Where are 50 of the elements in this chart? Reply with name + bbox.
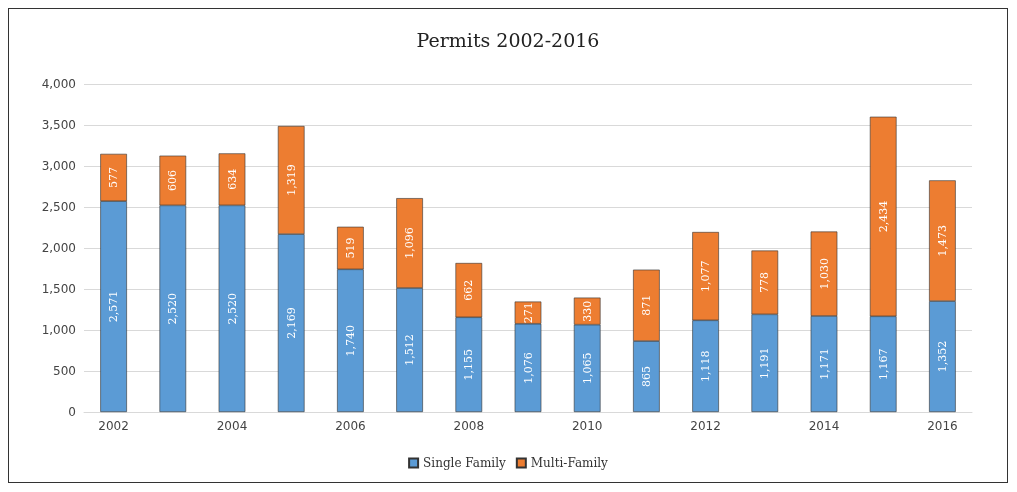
data-label: 1,030	[817, 258, 831, 290]
data-label: 1,740	[343, 324, 357, 357]
y-tick-label: 1,500	[41, 282, 76, 296]
y-tick-label: 3,500	[41, 118, 76, 132]
data-label: 1,171	[817, 348, 831, 380]
y-tick-label: 500	[53, 364, 76, 378]
y-tick-label: 1,000	[41, 323, 76, 337]
data-label: 634	[225, 168, 239, 190]
x-tick-label: 2004	[216, 419, 248, 433]
data-label: 519	[343, 237, 357, 259]
x-tick-label: 2016	[927, 419, 958, 433]
data-label: 2,571	[107, 290, 121, 323]
x-tick-label: 2002	[98, 419, 129, 433]
x-tick-label: 2006	[335, 419, 366, 433]
data-label: 778	[758, 271, 772, 293]
y-tick-label: 2,500	[41, 200, 76, 214]
y-tick-label: 4,000	[41, 77, 76, 91]
data-label: 871	[639, 294, 653, 316]
data-label: 865	[639, 366, 653, 388]
data-label: 2,520	[166, 292, 180, 325]
data-label: 662	[462, 279, 476, 301]
data-label: 1,077	[699, 260, 713, 292]
data-label: 1,096	[403, 227, 417, 259]
data-label: 1,512	[403, 334, 417, 366]
y-tick-label: 0	[68, 405, 76, 419]
data-label: 577	[107, 167, 121, 189]
legend-label: Single Family	[423, 456, 507, 470]
data-label: 1,167	[876, 348, 890, 380]
x-tick-label: 2008	[453, 419, 485, 433]
x-tick-label: 2010	[571, 419, 603, 433]
data-label: 2,434	[876, 200, 890, 233]
x-tick-label: 2014	[808, 419, 840, 433]
data-label: 1,155	[462, 348, 476, 381]
y-tick-label: 3,000	[41, 159, 76, 173]
chart-title: Permits 2002-2016	[416, 28, 600, 51]
legend-label: Multi-Family	[530, 456, 609, 470]
data-label: 1,118	[699, 350, 713, 382]
data-label: 330	[580, 300, 594, 322]
x-tick-label: 2012	[690, 419, 721, 433]
data-label: 1,473	[935, 224, 949, 257]
data-label: 2,520	[225, 292, 239, 325]
data-label: 1,065	[580, 352, 594, 385]
data-label: 1,191	[758, 347, 772, 379]
y-tick-label: 2,000	[41, 241, 76, 255]
data-label: 2,169	[284, 307, 298, 339]
data-label: 606	[166, 170, 180, 192]
data-label: 271	[521, 302, 535, 324]
data-label: 1,352	[935, 340, 949, 373]
data-label: 1,319	[284, 164, 298, 196]
data-label: 1,076	[521, 352, 535, 384]
